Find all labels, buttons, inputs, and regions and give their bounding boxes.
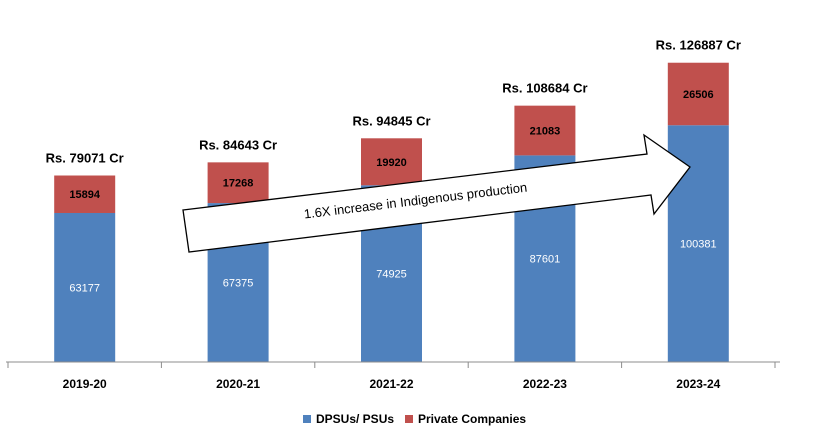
data-label-dpsus: 63177 [69, 282, 100, 294]
total-label: Rs. 84643 Cr [199, 137, 277, 152]
bar-private-2019-20 [54, 175, 116, 213]
total-label: Rs. 79071 Cr [46, 151, 124, 166]
data-label-private: 19920 [376, 157, 407, 169]
legend-label-private: Private Companies [418, 412, 526, 426]
data-label-private: 17268 [223, 178, 254, 190]
x-tick-label: 2021-22 [369, 377, 413, 391]
data-label-dpsus: 100381 [680, 239, 717, 251]
labels-layer: 63177 15894 Rs. 79071 Cr 2019-20 67375 17268 R… [46, 38, 741, 391]
total-label: Rs. 108684 Cr [502, 81, 587, 96]
data-label-dpsus: 74925 [376, 269, 407, 281]
data-label-private: 21083 [530, 126, 561, 138]
x-tick-label: 2022-23 [523, 377, 567, 391]
x-tick-label: 2020-21 [216, 377, 260, 391]
legend-label-dpsus: DPSUs/ PSUs [316, 412, 394, 426]
bars-layer [54, 62, 729, 363]
legend-swatch-dpsus [303, 415, 311, 423]
x-tick-label: 2019-20 [63, 377, 107, 391]
legend: DPSUs/ PSUs Private Companies [303, 412, 526, 426]
bar-private-2023-24 [667, 62, 729, 126]
bar-private-2020-21 [207, 162, 269, 204]
legend-swatch-private [405, 415, 413, 423]
x-tick-label: 2023-24 [676, 377, 720, 391]
data-label-dpsus: 87601 [530, 254, 561, 266]
x-axis-ticks [7, 362, 776, 368]
data-label-private: 26506 [683, 89, 714, 101]
bar-private-2021-22 [361, 138, 422, 186]
data-label-private: 15894 [69, 189, 100, 201]
growth-arrow-shape [182, 133, 691, 253]
total-label: Rs. 126887 Cr [656, 38, 741, 53]
bar-dpsus-2019-20 [54, 212, 116, 362]
bar-private-2022-23 [514, 105, 576, 156]
data-label-dpsus: 67375 [223, 278, 254, 290]
total-label: Rs. 94845 Cr [352, 113, 430, 128]
